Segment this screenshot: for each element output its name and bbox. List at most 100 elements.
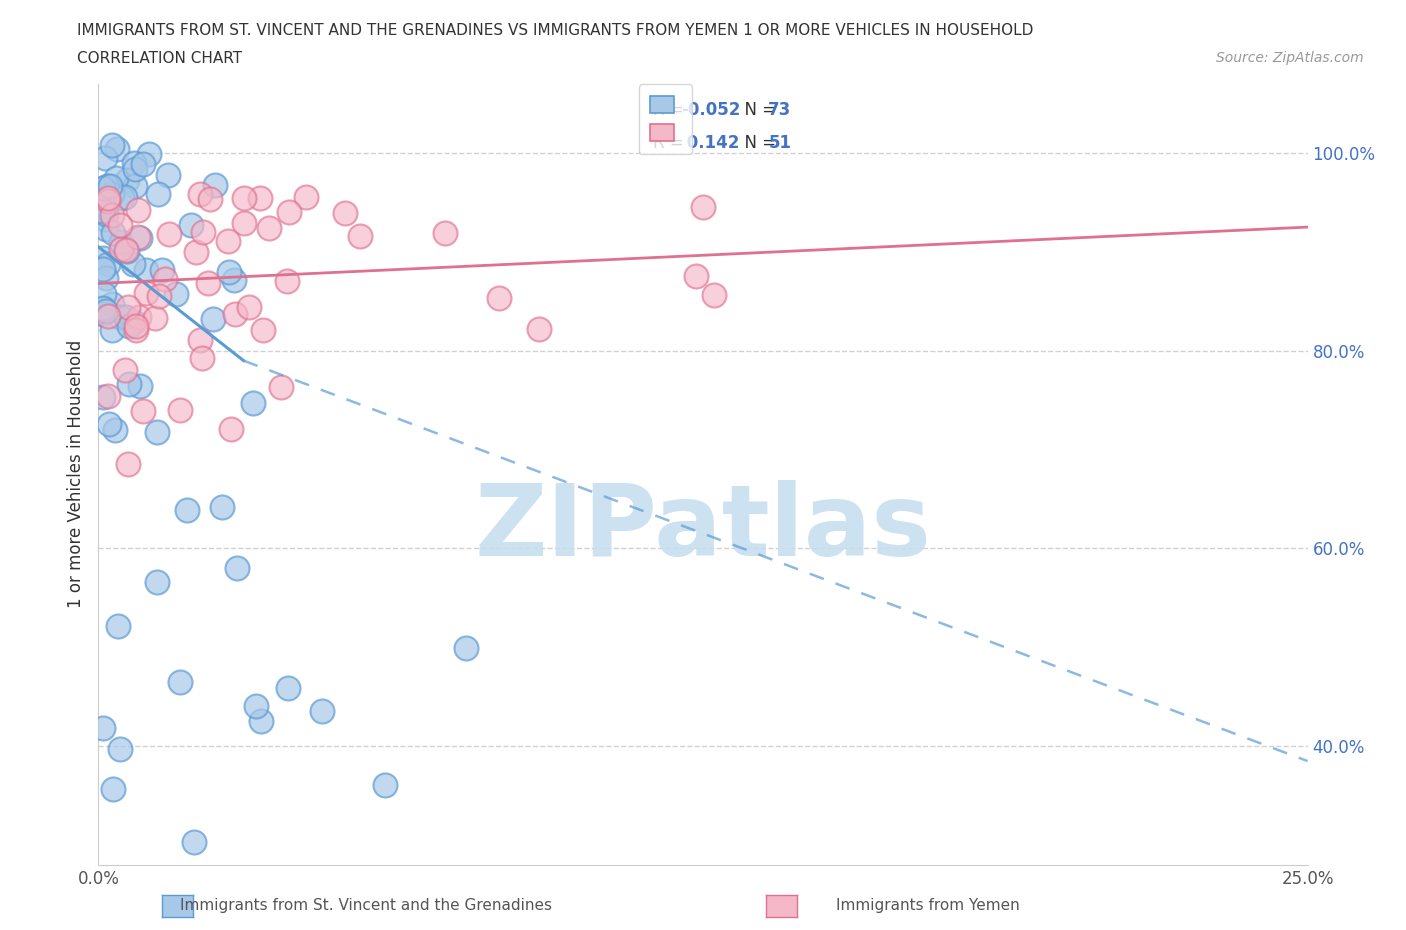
- Point: [110, 241, 132, 256]
- Point: [127, 230, 149, 245]
- Point: [94, 151, 117, 166]
- Point: [138, 147, 160, 162]
- Point: [454, 641, 477, 656]
- Text: 51: 51: [768, 134, 792, 152]
- Point: [124, 161, 146, 176]
- Point: [188, 333, 211, 348]
- Text: N =: N =: [734, 134, 782, 152]
- Point: [276, 273, 298, 288]
- Point: [122, 315, 145, 330]
- Point: [125, 323, 148, 338]
- Point: [204, 178, 226, 193]
- Point: [91, 204, 114, 219]
- Point: [98, 179, 121, 193]
- Point: [692, 199, 714, 214]
- Y-axis label: 1 or more Vehicles in Household: 1 or more Vehicles in Household: [66, 340, 84, 608]
- Text: 73: 73: [768, 100, 792, 119]
- Point: [169, 674, 191, 689]
- Point: [91, 301, 114, 316]
- Point: [219, 421, 242, 436]
- Point: [434, 226, 457, 241]
- Point: [217, 233, 239, 248]
- Point: [96, 303, 118, 318]
- Point: [114, 190, 136, 205]
- Point: [122, 155, 145, 170]
- Point: [242, 395, 264, 410]
- Point: [143, 311, 166, 325]
- Point: [117, 299, 139, 314]
- Point: [101, 297, 124, 312]
- Point: [97, 417, 120, 432]
- Point: [91, 307, 114, 322]
- Point: [105, 170, 128, 185]
- Point: [104, 422, 127, 437]
- Text: R =: R =: [654, 134, 689, 152]
- Point: [132, 404, 155, 418]
- Point: [91, 250, 114, 265]
- Text: CORRELATION CHART: CORRELATION CHART: [77, 51, 242, 66]
- Legend: , : ,: [638, 85, 692, 153]
- Point: [117, 457, 139, 472]
- Point: [188, 186, 211, 201]
- Point: [311, 704, 333, 719]
- Point: [124, 179, 146, 193]
- Point: [374, 777, 396, 792]
- Point: [202, 312, 225, 326]
- Point: [278, 205, 301, 219]
- Point: [115, 243, 138, 258]
- Point: [105, 141, 128, 156]
- Point: [295, 190, 318, 205]
- Point: [176, 503, 198, 518]
- Point: [150, 262, 173, 277]
- Text: Source: ZipAtlas.com: Source: ZipAtlas.com: [1216, 51, 1364, 65]
- Point: [146, 424, 169, 439]
- Point: [97, 193, 120, 208]
- Point: [127, 202, 149, 217]
- Point: [135, 286, 157, 300]
- Point: [97, 309, 120, 324]
- Point: [94, 206, 117, 221]
- Point: [250, 713, 273, 728]
- Point: [93, 286, 115, 301]
- Point: [128, 310, 150, 325]
- Point: [97, 191, 120, 206]
- Point: [257, 220, 280, 235]
- Point: [157, 227, 180, 242]
- Point: [225, 561, 247, 576]
- Point: [110, 234, 132, 249]
- Point: [180, 218, 202, 232]
- Point: [270, 379, 292, 394]
- Point: [115, 242, 138, 257]
- Point: [101, 207, 124, 222]
- Point: [238, 299, 260, 314]
- Point: [91, 261, 114, 276]
- Point: [135, 262, 157, 277]
- Point: [224, 307, 246, 322]
- Point: [114, 363, 136, 378]
- Point: [91, 721, 114, 736]
- Point: [101, 186, 124, 201]
- Point: [148, 288, 170, 303]
- Point: [101, 323, 124, 338]
- Point: [249, 191, 271, 206]
- Point: [101, 225, 124, 240]
- Point: [103, 781, 125, 796]
- Point: [108, 218, 131, 232]
- Text: -0.052: -0.052: [682, 100, 741, 119]
- Point: [211, 500, 233, 515]
- Point: [183, 834, 205, 849]
- Point: [197, 276, 219, 291]
- Point: [156, 167, 179, 182]
- Text: Immigrants from Yemen: Immigrants from Yemen: [837, 898, 1019, 913]
- Point: [125, 318, 148, 333]
- Point: [110, 310, 132, 325]
- Point: [93, 301, 115, 316]
- Text: N =: N =: [734, 100, 782, 119]
- Point: [685, 269, 707, 284]
- Point: [198, 192, 221, 206]
- Point: [129, 231, 152, 246]
- Point: [191, 350, 214, 365]
- Text: ZIPatlas: ZIPatlas: [475, 481, 931, 578]
- Point: [488, 290, 510, 305]
- Point: [232, 216, 254, 231]
